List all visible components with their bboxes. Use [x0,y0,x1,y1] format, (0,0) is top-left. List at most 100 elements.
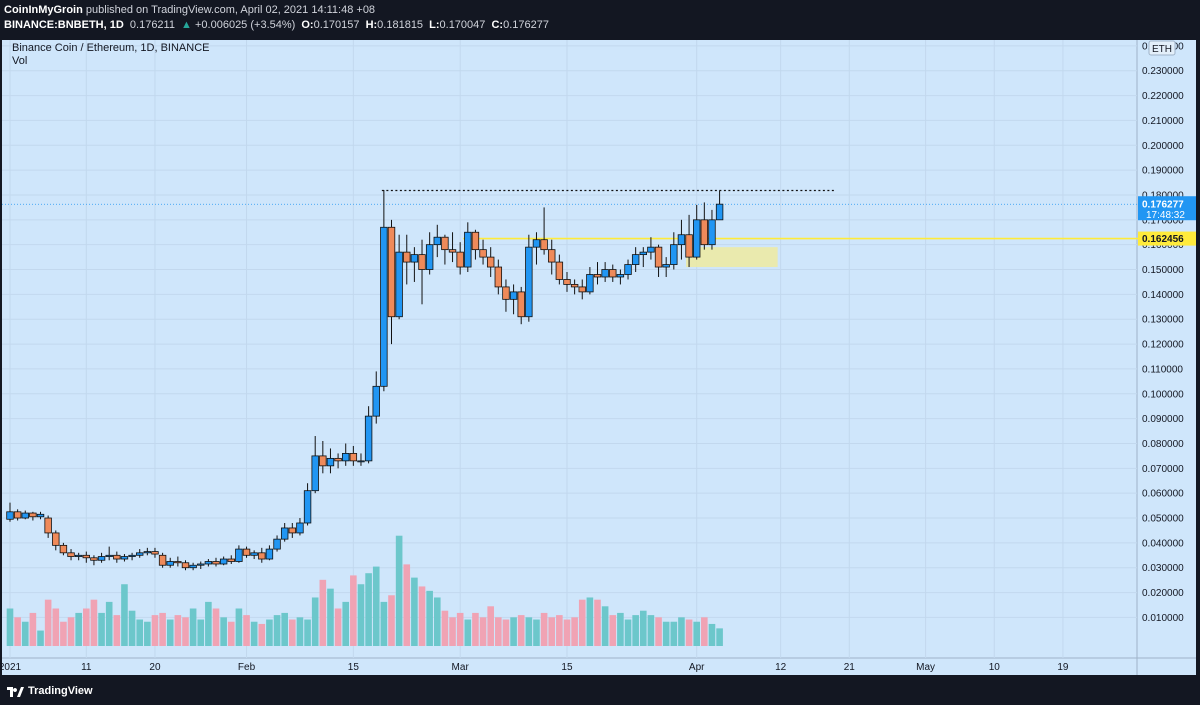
y-tick-label: 0.200000 [1142,141,1184,152]
y-tick-label: 0.110000 [1142,364,1183,375]
volume-bar [418,586,426,646]
candle-body [395,251,403,318]
candle-body [59,544,68,554]
ohlc-legend: BINANCE:BNBETH, 1D 0.176211 ▲ +0.006025 … [4,19,552,31]
open-label: O: [301,19,314,31]
volume-bar [479,617,487,646]
current-price-text: 0.176277 [1142,200,1184,211]
candle-body [570,284,579,288]
footer-bar: TradingView [0,677,1200,705]
volume-bar [37,630,44,646]
candle-body [479,249,487,258]
candle-body [364,415,373,462]
candle-body [219,558,228,565]
candle-body [273,538,281,550]
candle-body [189,564,197,569]
y-tick-label: 0.230000 [1142,66,1184,77]
volume-bar [342,601,350,646]
y-tick-label: 0.100000 [1142,389,1184,400]
candle-body [433,236,441,246]
volume-bar [586,597,594,646]
candle-body [471,231,480,251]
volume-bar [632,615,639,646]
volume-bar [548,617,556,646]
volume-bar [533,619,540,646]
candle-body [319,455,327,467]
volume-bar [540,612,548,646]
volume-bar [6,608,14,646]
candle-body [235,548,243,562]
candle-body [158,554,167,566]
volume-bar [243,615,250,646]
volume-bar [14,617,21,646]
candle-body [136,552,144,556]
candle-body [90,557,98,561]
volume-bar [517,615,525,646]
currency-badge-text: ETH [1152,44,1172,55]
volume-bar [75,612,82,646]
volume-label: Vol [12,55,27,67]
volume-bar [502,619,510,646]
candle-body [647,246,655,253]
x-tick-label: Mar [452,662,470,673]
candle-body [586,274,594,293]
volume-bar [311,597,319,646]
author-name[interactable]: CoinInMyGroin [4,4,83,16]
volume-bar [189,608,197,646]
y-tick-label: 0.050000 [1142,514,1184,525]
candle-body [113,554,121,560]
volume-bar [617,612,624,646]
candle-body [105,554,113,557]
x-tick-label: 10 [989,662,1001,673]
candle-body [74,554,83,557]
y-tick-label: 0.210000 [1142,116,1184,127]
volume-bar [510,617,517,646]
volume-bar [289,619,296,646]
volume-bar [67,617,75,646]
candle-body [670,244,678,265]
candle-body [441,236,449,251]
tradingview-logo-icon[interactable] [6,684,24,698]
candle-body [509,291,518,300]
candle-body [616,274,625,278]
candlestick-chart[interactable]: 0.010000 0.020000 0.030000 0.040000 0.050000… [0,36,1200,677]
volume-bar [121,584,128,646]
volume-bar [693,621,700,646]
tradingview-brand[interactable]: TradingView [28,685,93,697]
volume-bar [433,597,441,646]
x-tick-label: Feb [238,662,256,673]
price-change: +0.006025 (+3.54%) [195,19,296,31]
candle-body [181,562,190,569]
candle-body [410,254,419,263]
volume-bar [113,615,121,646]
volume-bar [395,535,403,646]
volume-bar [319,579,327,646]
candle-body [227,558,235,562]
volume-bar [205,601,212,646]
volume-bar [449,617,456,646]
candle-body [334,457,342,462]
volume-bar [411,577,418,646]
candle-body [578,286,586,293]
candle-body [448,249,457,253]
candle-body [464,231,472,268]
candle-body [67,552,75,557]
x-tick-label: 20 [149,662,161,673]
chart-area[interactable]: 0.010000 0.020000 0.030000 0.040000 0.050000… [0,36,1200,677]
y-tick-label: 0.220000 [1142,91,1184,102]
candle-body [197,563,205,566]
volume-bar [136,619,144,646]
volume-bar [98,612,105,646]
candle-body [280,527,289,540]
candle-body [624,264,632,275]
candle-body [387,226,396,318]
volume-bar [83,608,90,646]
candle-body [288,527,297,534]
candle-body [242,548,251,556]
candle-body [631,254,640,265]
candle-body [525,246,533,318]
candle-body [204,561,213,565]
volume-bar [525,617,533,646]
volume-bar [639,610,647,646]
candle-body [456,251,464,268]
